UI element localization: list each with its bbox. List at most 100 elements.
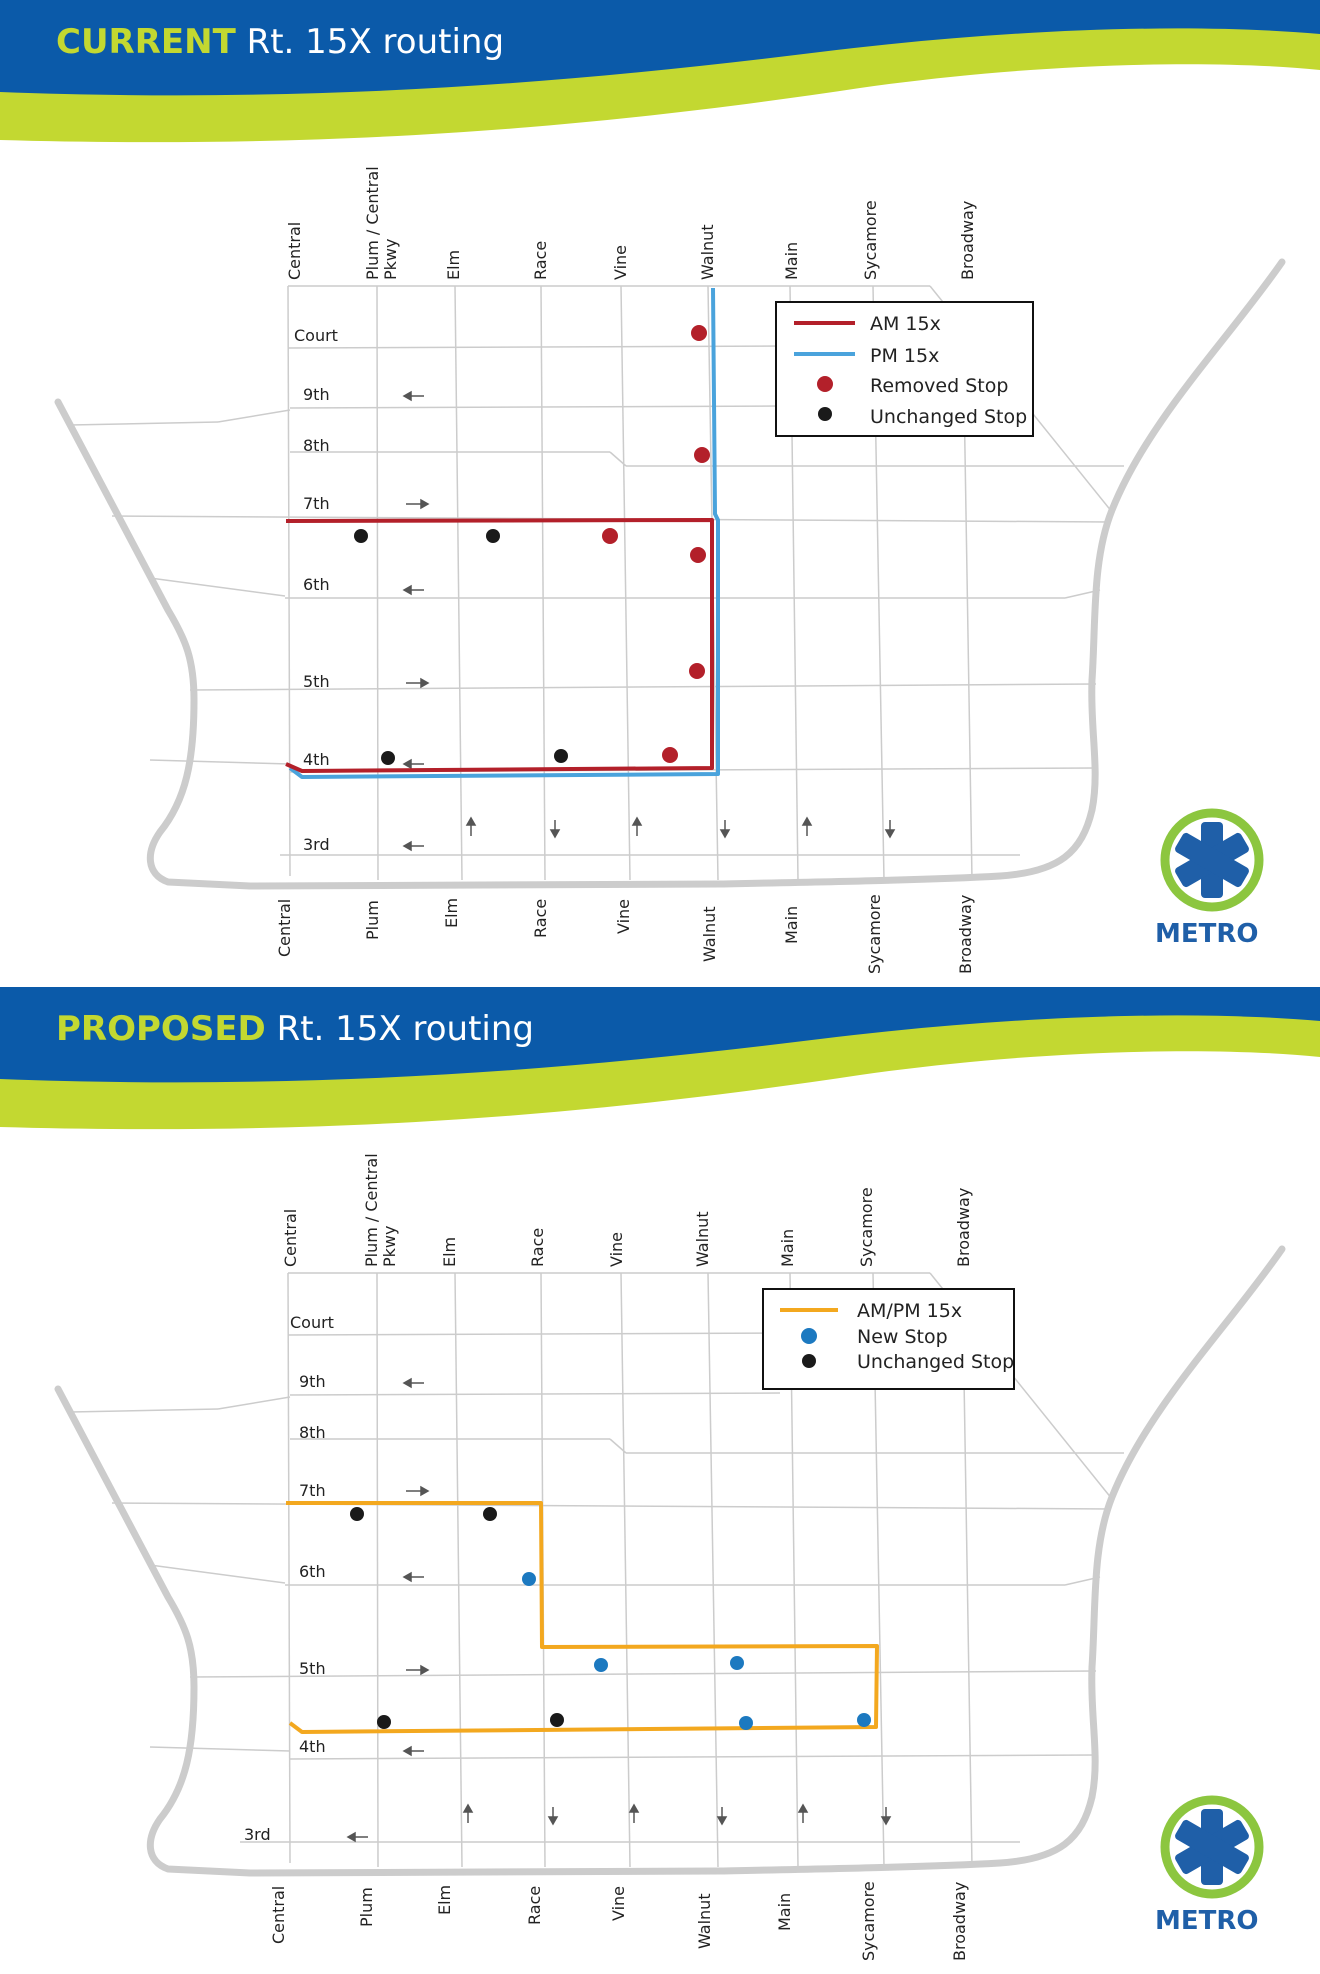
new-stop [594, 1658, 608, 1672]
removed-stop [689, 663, 705, 679]
arrow-left-icon [402, 584, 424, 596]
am-route-line [285, 518, 714, 773]
cross-street-label: 5th [303, 672, 330, 691]
cross-street-label: 9th [303, 385, 330, 404]
unchanged-stop [350, 1507, 364, 1521]
removed-stop [602, 528, 618, 544]
arrow-up-icon [628, 1803, 640, 1823]
street-label-bottom: Plum [357, 1887, 376, 1927]
arrow-right-icon [406, 1485, 430, 1497]
cross-street-labels: Court 9th 8th 7th 6th 5th 4th 3rd [294, 326, 338, 854]
arrow-right-icon [406, 1664, 430, 1676]
one-way-arrows [402, 390, 896, 852]
unchanged-stop [550, 1713, 564, 1727]
proposed-title: PROPOSED Rt. 15X routing [56, 1009, 534, 1049]
cross-street-label: Court [294, 326, 338, 345]
logo-text: METRO [1155, 1906, 1259, 1936]
street-label-bottom: Walnut [700, 906, 719, 962]
legend-label: Removed Stop [870, 375, 1008, 397]
street-label-bottom: Sycamore [859, 1881, 878, 1961]
street-label-bottom: Race [531, 899, 550, 938]
arrow-left-icon [402, 840, 424, 852]
bottom-street-labels: Central Plum Elm Race Vine Walnut Main S… [275, 894, 975, 974]
arrow-left-icon [402, 1571, 424, 1583]
legend-label: AM 15x [870, 313, 941, 335]
street-label-bottom: Vine [609, 1886, 628, 1921]
current-title: CURRENT Rt. 15X routing [56, 22, 504, 62]
arrow-up-icon [801, 816, 813, 836]
cross-street-labels: Court 9th 8th 7th 6th 5th 4th 3rd [244, 1313, 334, 1844]
street-label-top: Elm [440, 1237, 459, 1267]
metro-logo: METRO [1155, 1795, 1264, 1936]
street-label-bottom: Broadway [950, 1882, 969, 1961]
logo-text: METRO [1155, 919, 1259, 949]
cross-street-label: 3rd [303, 835, 330, 854]
current-route-map: Central Plum / Central Pkwy Elm Race Vin… [54, 166, 1286, 974]
street-label-top: Elm [444, 250, 463, 280]
cross-street-label: 6th [299, 1562, 326, 1581]
street-label-top: Plum / Central [363, 166, 382, 280]
arrow-down-icon [884, 820, 896, 839]
arrow-up-icon [631, 816, 643, 836]
proposed-banner [0, 987, 1320, 1167]
legend-unchanged-dot [802, 1354, 816, 1368]
street-label-top: Sycamore [857, 1187, 876, 1267]
street-label-top: Main [778, 1229, 797, 1267]
arrow-left-icon [402, 1377, 424, 1389]
street-grid [69, 1272, 1124, 1868]
legend-label: PM 15x [870, 345, 939, 367]
one-way-arrows [346, 1377, 892, 1843]
proposed-routing-panel: PROPOSED Rt. 15X routing [0, 987, 1320, 1974]
unchanged-stop [483, 1507, 497, 1521]
cross-street-label: 9th [299, 1372, 326, 1391]
arrow-down-icon [547, 1807, 559, 1826]
street-label-top: Central [281, 1209, 300, 1267]
top-street-labels: Central Plum / Central Pkwy Elm Race Vin… [281, 1153, 973, 1267]
new-stop [522, 1572, 536, 1586]
cross-street-label: 6th [303, 575, 330, 594]
new-stop [857, 1713, 871, 1727]
street-label-bottom: Elm [442, 898, 461, 928]
arrow-up-icon [797, 1803, 809, 1823]
street-label-top: Broadway [954, 1188, 973, 1267]
cross-street-label: Court [290, 1313, 334, 1332]
cross-street-label: 7th [303, 494, 330, 513]
stops [350, 1507, 871, 1730]
cross-street-label: 8th [303, 436, 330, 455]
street-label-bottom: Walnut [695, 1893, 714, 1949]
arrow-down-icon [880, 1807, 892, 1826]
unchanged-stop [354, 529, 368, 543]
current-legend: AM 15x PM 15x Removed Stop Unchanged Sto… [775, 301, 1034, 437]
arrow-left-icon [402, 1745, 424, 1757]
cross-street-label: 3rd [244, 1825, 271, 1844]
unchanged-stop [554, 749, 568, 763]
top-street-labels: Central Plum / Central Pkwy Elm Race Vin… [285, 166, 977, 280]
cross-street-label: 5th [299, 1659, 326, 1678]
unchanged-stop [381, 751, 395, 765]
metro-star-logo-icon [1160, 808, 1264, 912]
current-banner [0, 0, 1320, 180]
arrow-down-icon [719, 820, 731, 839]
street-label-bottom: Central [269, 1886, 288, 1944]
ampm-route-line [286, 1501, 879, 1734]
street-label-top: Pkwy [381, 239, 400, 280]
street-label-top: Broadway [958, 201, 977, 280]
current-routing-panel: CURRENT Rt. 15X routing [0, 0, 1320, 974]
legend-unchanged-dot [818, 407, 832, 421]
unchanged-stop [377, 1715, 391, 1729]
proposed-legend: AM/PM 15x New Stop Unchanged Stop [762, 1288, 1015, 1390]
street-label-top: Pkwy [380, 1226, 399, 1267]
street-label-bottom: Elm [435, 1885, 454, 1915]
arrow-down-icon [716, 1807, 728, 1826]
arrow-left-icon [402, 390, 424, 402]
arrow-down-icon [549, 820, 561, 839]
highway-loop [54, 258, 1286, 890]
title-keyword: PROPOSED [56, 1009, 266, 1049]
cross-street-label: 8th [299, 1423, 326, 1442]
metro-star-logo-icon [1160, 1795, 1264, 1899]
legend-new-dot [801, 1328, 817, 1344]
removed-stop [662, 747, 678, 763]
unchanged-stop [486, 529, 500, 543]
title-rest: Rt. 15X routing [265, 1009, 534, 1049]
legend-label: Unchanged Stop [870, 406, 1027, 428]
